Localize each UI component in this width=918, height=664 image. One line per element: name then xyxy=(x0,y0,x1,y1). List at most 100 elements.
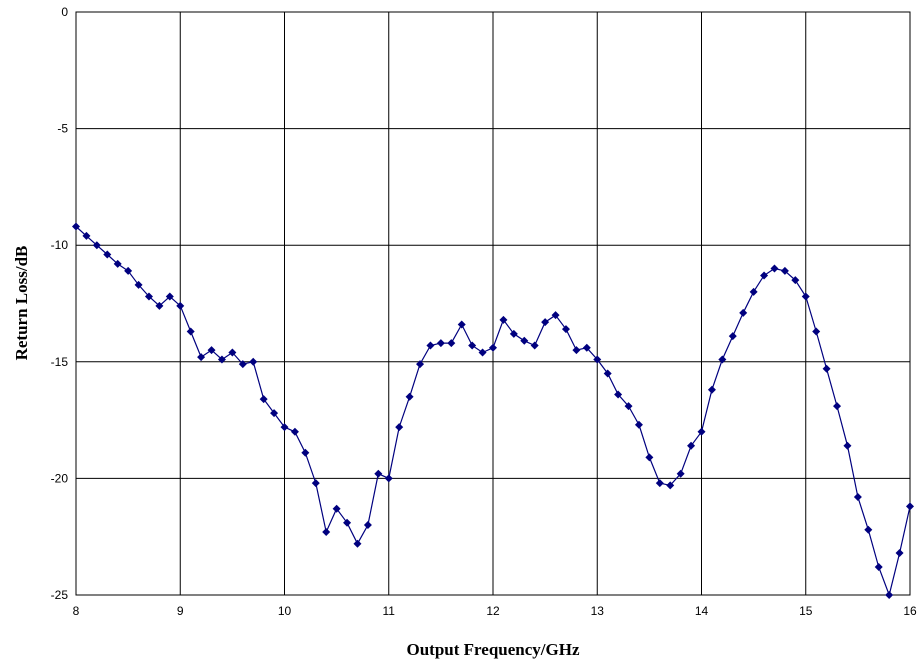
y-tick-label: -5 xyxy=(57,122,68,136)
data-point xyxy=(82,231,91,240)
data-point xyxy=(791,276,800,285)
data-point xyxy=(885,591,894,599)
data-point xyxy=(593,355,602,364)
data-point xyxy=(541,318,550,327)
data-point xyxy=(718,355,727,364)
data-point xyxy=(812,327,821,336)
x-tick-label: 13 xyxy=(591,604,605,618)
x-tick-label: 11 xyxy=(383,604,396,618)
data-point xyxy=(343,518,352,527)
data-point xyxy=(72,222,80,231)
data-point xyxy=(801,292,810,301)
data-point xyxy=(780,266,789,275)
y-tick-label: 0 xyxy=(61,5,68,19)
data-point xyxy=(384,474,393,483)
data-point xyxy=(468,341,477,350)
data-point xyxy=(353,539,362,548)
data-point xyxy=(707,385,716,394)
data-point xyxy=(405,392,414,401)
data-point xyxy=(249,357,258,366)
data-point xyxy=(395,423,404,432)
data-point xyxy=(614,390,623,399)
data-point xyxy=(864,525,873,534)
data-point xyxy=(843,441,852,450)
data-point xyxy=(634,420,643,429)
data-points xyxy=(72,222,914,599)
data-point xyxy=(447,339,456,348)
data-point xyxy=(530,341,539,350)
data-point xyxy=(374,469,383,478)
data-point xyxy=(822,364,831,373)
data-point xyxy=(645,453,654,462)
data-point xyxy=(238,360,247,369)
data-point xyxy=(207,346,216,355)
data-point xyxy=(687,441,696,450)
tick-labels: 8 9 10 11 12 13 14 15 16 0 -5 -10 -15 -20 -25 xyxy=(51,5,917,618)
data-point xyxy=(499,315,508,324)
data-point xyxy=(311,479,320,488)
y-tick-label: -15 xyxy=(51,355,69,369)
y-tick-label: -20 xyxy=(51,471,69,485)
data-point xyxy=(874,563,883,572)
data-point xyxy=(509,329,518,338)
data-point xyxy=(676,469,685,478)
x-tick-label: 10 xyxy=(278,604,292,618)
y-axis-title: Return Loss/dB xyxy=(12,246,31,361)
data-point xyxy=(332,504,341,513)
data-point xyxy=(853,493,862,502)
data-point xyxy=(416,360,425,369)
data-point xyxy=(197,353,206,362)
data-point xyxy=(113,259,122,268)
data-point xyxy=(457,320,466,329)
data-point xyxy=(144,292,153,301)
y-tick-label: -25 xyxy=(51,588,69,602)
data-point xyxy=(103,250,112,259)
data-point xyxy=(436,339,445,348)
data-point xyxy=(92,241,101,250)
data-point xyxy=(124,266,133,275)
data-point xyxy=(134,280,143,289)
data-point xyxy=(259,395,268,404)
data-point xyxy=(478,348,487,357)
data-point xyxy=(322,528,331,537)
data-point xyxy=(186,327,195,336)
data-point xyxy=(301,448,310,457)
data-point xyxy=(217,355,226,364)
data-point xyxy=(165,292,174,301)
data-point xyxy=(895,549,904,558)
data-point xyxy=(603,369,612,378)
x-tick-label: 9 xyxy=(177,604,184,618)
x-tick-label: 15 xyxy=(799,604,813,618)
data-point xyxy=(655,479,664,488)
x-tick-label: 12 xyxy=(486,604,500,618)
y-tick-label: -10 xyxy=(51,238,69,252)
data-point xyxy=(290,427,299,436)
data-point xyxy=(489,343,497,352)
data-point xyxy=(728,332,737,341)
data-point xyxy=(176,301,185,310)
data-point xyxy=(582,343,591,352)
data-point xyxy=(520,336,529,345)
data-point xyxy=(666,481,675,490)
data-point xyxy=(572,346,581,355)
data-point xyxy=(760,271,769,280)
data-point xyxy=(906,502,914,511)
data-point xyxy=(551,311,560,320)
data-point xyxy=(749,287,758,296)
data-point xyxy=(624,402,633,411)
data-point xyxy=(426,341,435,350)
data-point xyxy=(739,308,748,317)
data-point xyxy=(833,402,842,411)
data-point xyxy=(561,325,570,334)
gridlines xyxy=(76,12,910,595)
data-point xyxy=(697,427,706,436)
data-point xyxy=(770,264,779,273)
x-axis-title: Output Frequency/GHz xyxy=(407,640,580,659)
data-point xyxy=(363,521,372,530)
data-point xyxy=(228,348,237,357)
x-tick-label: 14 xyxy=(695,604,709,618)
data-point xyxy=(270,409,279,418)
x-tick-label: 8 xyxy=(73,604,80,618)
x-tick-label: 16 xyxy=(903,604,917,618)
